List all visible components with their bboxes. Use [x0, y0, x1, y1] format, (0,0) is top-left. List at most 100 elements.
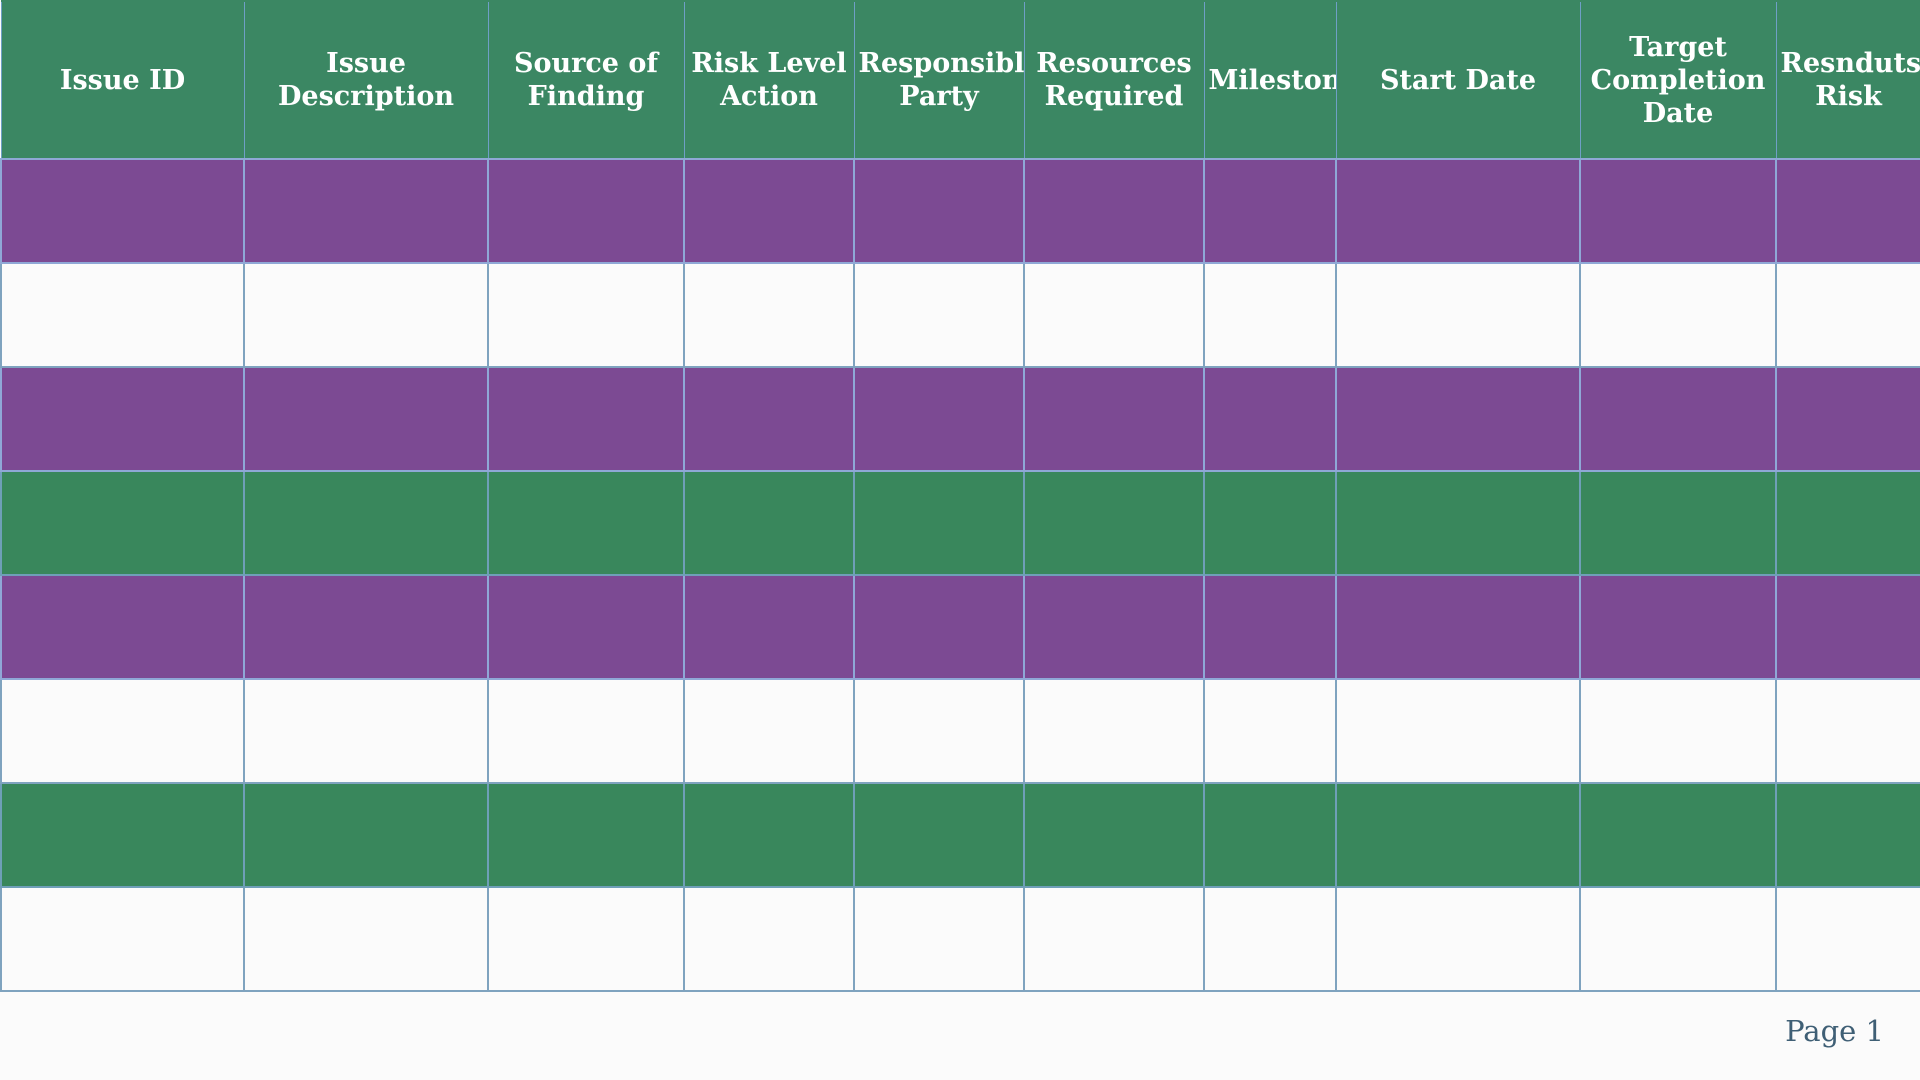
table-row — [0, 470, 1920, 576]
table-cell[interactable] — [1335, 366, 1581, 472]
table-cell[interactable] — [1203, 262, 1337, 368]
table-cell[interactable] — [1203, 782, 1337, 888]
table-cell[interactable] — [487, 574, 685, 680]
table-cell[interactable] — [1335, 574, 1581, 680]
table-cell[interactable] — [1023, 262, 1205, 368]
table-cell[interactable] — [487, 262, 685, 368]
table-cell[interactable] — [853, 366, 1025, 472]
table-cell[interactable] — [487, 470, 685, 576]
table-cell[interactable] — [1775, 782, 1920, 888]
table-cell[interactable] — [683, 262, 855, 368]
table-cell[interactable] — [0, 470, 245, 576]
table-cell[interactable] — [0, 158, 245, 264]
table-cell[interactable] — [487, 158, 685, 264]
table-cell[interactable] — [1775, 470, 1920, 576]
table-cell[interactable] — [1023, 574, 1205, 680]
table-cell[interactable] — [487, 886, 685, 992]
table-cell[interactable] — [1335, 158, 1581, 264]
table-cell[interactable] — [1775, 886, 1920, 992]
column-header-risk-level-action: Risk Level Action — [683, 0, 855, 160]
table-cell[interactable] — [853, 886, 1025, 992]
table-cell[interactable] — [1203, 158, 1337, 264]
table-cell[interactable] — [1775, 262, 1920, 368]
table-cell[interactable] — [853, 678, 1025, 784]
table-cell[interactable] — [1775, 574, 1920, 680]
table-cell[interactable] — [853, 782, 1025, 888]
table-cell[interactable] — [1775, 158, 1920, 264]
table-row — [0, 886, 1920, 992]
column-header-resources-required: Resources Required — [1023, 0, 1205, 160]
table-cell[interactable] — [487, 782, 685, 888]
table-cell[interactable] — [1335, 782, 1581, 888]
table-cell[interactable] — [1023, 886, 1205, 992]
table-cell[interactable] — [243, 782, 489, 888]
table-cell[interactable] — [243, 262, 489, 368]
table-cell[interactable] — [1203, 886, 1337, 992]
table-cell[interactable] — [0, 574, 245, 680]
column-header-residuals-risk: Resnduts/ Risk — [1775, 0, 1920, 160]
table-cell[interactable] — [243, 158, 489, 264]
table-cell[interactable] — [243, 470, 489, 576]
table-cell[interactable] — [683, 678, 855, 784]
table-cell[interactable] — [683, 158, 855, 264]
table-cell[interactable] — [1579, 366, 1777, 472]
table-cell[interactable] — [243, 366, 489, 472]
table-row — [0, 158, 1920, 264]
table-cell[interactable] — [1023, 782, 1205, 888]
table-cell[interactable] — [1579, 262, 1777, 368]
table-cell[interactable] — [1203, 470, 1337, 576]
table-cell[interactable] — [683, 886, 855, 992]
table-cell[interactable] — [1335, 678, 1581, 784]
table-cell[interactable] — [1023, 158, 1205, 264]
table-cell[interactable] — [853, 574, 1025, 680]
table-row — [0, 678, 1920, 784]
table-cell[interactable] — [1023, 678, 1205, 784]
table-cell[interactable] — [1335, 470, 1581, 576]
table-cell[interactable] — [1335, 886, 1581, 992]
table-cell[interactable] — [0, 262, 245, 368]
table-cell[interactable] — [487, 678, 685, 784]
table-cell[interactable] — [853, 158, 1025, 264]
table-cell[interactable] — [1579, 886, 1777, 992]
table-cell[interactable] — [1203, 574, 1337, 680]
column-header-issue-id: Issue ID — [0, 0, 245, 160]
column-header-issue-description: Issue Description — [243, 0, 489, 160]
table-cell[interactable] — [1023, 366, 1205, 472]
table-cell[interactable] — [0, 678, 245, 784]
table-cell[interactable] — [683, 782, 855, 888]
table-cell[interactable] — [683, 470, 855, 576]
column-header-target-completion-date: Target Completion Date — [1579, 0, 1777, 160]
table-cell[interactable] — [1579, 678, 1777, 784]
table-cell[interactable] — [0, 886, 245, 992]
table-cell[interactable] — [1579, 782, 1777, 888]
table-cell[interactable] — [1579, 158, 1777, 264]
table-cell[interactable] — [1203, 678, 1337, 784]
table-row — [0, 782, 1920, 888]
table-cell[interactable] — [487, 366, 685, 472]
table-cell[interactable] — [0, 782, 245, 888]
table-cell[interactable] — [1023, 470, 1205, 576]
table-cell[interactable] — [1335, 262, 1581, 368]
table-cell[interactable] — [1203, 366, 1337, 472]
table-cell[interactable] — [243, 886, 489, 992]
table-cell[interactable] — [1579, 574, 1777, 680]
column-header-start-date: Start Date — [1335, 0, 1581, 160]
column-header-source-of-finding: Source of Finding — [487, 0, 685, 160]
table-cell[interactable] — [0, 366, 245, 472]
table-cell[interactable] — [853, 262, 1025, 368]
table-cell[interactable] — [683, 574, 855, 680]
column-header-responsible-party: Responsible Party — [853, 0, 1025, 160]
table-cell[interactable] — [1579, 470, 1777, 576]
table-header: Issue ID Issue Description Source of Fin… — [0, 0, 1920, 160]
column-header-milestones: Milestones — [1203, 0, 1337, 160]
table-cell[interactable] — [243, 678, 489, 784]
table-cell[interactable] — [853, 470, 1025, 576]
table-cell[interactable] — [243, 574, 489, 680]
action-plan-table: Issue ID Issue Description Source of Fin… — [0, 0, 1920, 992]
table-cell[interactable] — [1775, 366, 1920, 472]
table-row — [0, 366, 1920, 472]
table-cell[interactable] — [1775, 678, 1920, 784]
table-row — [0, 574, 1920, 680]
table-cell[interactable] — [683, 366, 855, 472]
